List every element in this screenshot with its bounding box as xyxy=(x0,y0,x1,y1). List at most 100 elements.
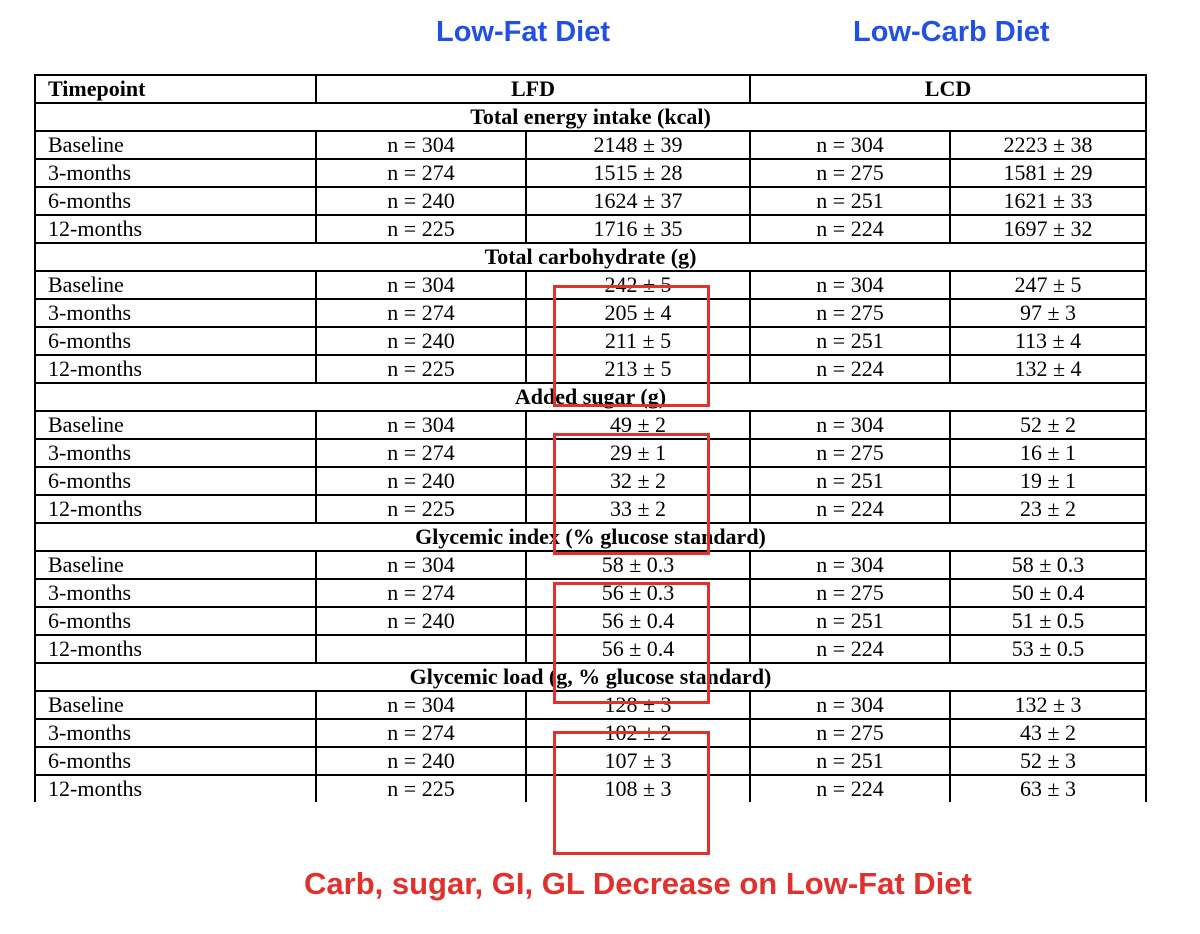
lcd-n-cell: n = 275 xyxy=(749,718,951,748)
lcd-value-cell: 247 ± 5 xyxy=(948,270,1148,300)
lcd-n-cell: n = 251 xyxy=(749,606,951,636)
low-fat-diet-heading: Low-Fat Diet xyxy=(436,16,610,48)
lcd-value-cell: 113 ± 4 xyxy=(948,326,1148,356)
lcd-value-cell: 97 ± 3 xyxy=(948,298,1148,328)
lfd-value-cell: 29 ± 1 xyxy=(525,438,751,468)
lcd-value-cell: 132 ± 3 xyxy=(948,690,1148,720)
lfd-n-cell: n = 240 xyxy=(315,746,527,776)
lfd-n-cell: n = 225 xyxy=(315,494,527,524)
timepoint-cell: 3-months xyxy=(34,438,317,468)
timepoint-cell: 3-months xyxy=(34,578,317,608)
lcd-n-cell: n = 275 xyxy=(749,438,951,468)
timepoint-cell: 3-months xyxy=(34,158,317,188)
low-carb-diet-heading: Low-Carb Diet xyxy=(853,16,1050,48)
lcd-value-cell: 51 ± 0.5 xyxy=(948,606,1148,636)
lfd-n-cell: n = 225 xyxy=(315,354,527,384)
lcd-n-cell: n = 275 xyxy=(749,298,951,328)
lcd-n-cell: n = 304 xyxy=(749,550,951,580)
lfd-n-cell: n = 225 xyxy=(315,214,527,244)
timepoint-cell: Baseline xyxy=(34,550,317,580)
table-row: 3-months n = 274 1515 ± 28 n = 275 1581 ± 29 xyxy=(34,158,1148,188)
timepoint-cell: 6-months xyxy=(34,326,317,356)
lcd-value-cell: 2223 ± 38 xyxy=(948,130,1148,160)
table-row: 6-months n = 240 1624 ± 37 n = 251 1621 ± 33 xyxy=(34,186,1148,216)
section-title: Glycemic load (g, % glucose standard) xyxy=(33,662,1148,692)
lcd-n-cell: n = 275 xyxy=(749,158,951,188)
lfd-n-cell: n = 304 xyxy=(315,690,527,720)
timepoint-cell: 6-months xyxy=(34,606,317,636)
lcd-value-cell: 132 ± 4 xyxy=(948,354,1148,384)
lfd-value-cell: 128 ± 3 xyxy=(525,690,751,720)
timepoint-cell: 3-months xyxy=(34,298,317,328)
lfd-value-cell: 58 ± 0.3 xyxy=(525,550,751,580)
lcd-n-cell: n = 304 xyxy=(749,270,951,300)
section-header-row: Total energy intake (kcal) xyxy=(33,102,1148,132)
lfd-value-cell: 1515 ± 28 xyxy=(525,158,751,188)
section-header-row: Total carbohydrate (g) xyxy=(33,242,1148,272)
lcd-n-cell: n = 275 xyxy=(749,578,951,608)
conclusion-caption: Carb, sugar, GI, GL Decrease on Low-Fat … xyxy=(304,866,972,901)
table-row: Baseline n = 304 2148 ± 39 n = 304 2223 ± 38 xyxy=(34,130,1148,160)
timepoint-cell: 6-months xyxy=(34,186,317,216)
glycemic-load-lfd-highlight-box xyxy=(553,731,710,855)
lfd-value-cell: 1716 ± 35 xyxy=(525,214,751,244)
lcd-value-cell: 19 ± 1 xyxy=(948,466,1148,496)
lfd-value-cell: 107 ± 3 xyxy=(525,746,751,776)
lfd-n-cell: n = 225 xyxy=(315,774,527,802)
timepoint-cell: 12-months xyxy=(34,354,317,384)
lcd-n-cell: n = 224 xyxy=(749,214,951,244)
lfd-n-cell: n = 240 xyxy=(315,326,527,356)
timepoint-cell: 3-months xyxy=(34,718,317,748)
table-row: 12-months 56 ± 0.4 n = 224 53 ± 0.5 xyxy=(34,634,1148,664)
lfd-value-cell: 108 ± 3 xyxy=(525,774,751,802)
section-header-row: Added sugar (g) xyxy=(33,382,1148,412)
lcd-n-cell: n = 304 xyxy=(749,690,951,720)
lfd-value-cell: 205 ± 4 xyxy=(525,298,751,328)
lcd-n-cell: n = 224 xyxy=(749,354,951,384)
timepoint-cell: Baseline xyxy=(34,270,317,300)
lcd-n-cell: n = 251 xyxy=(749,186,951,216)
section-title: Total carbohydrate (g) xyxy=(33,242,1148,272)
section-header-row: Glycemic index (% glucose standard) xyxy=(33,522,1148,552)
lcd-value-cell: 1697 ± 32 xyxy=(948,214,1148,244)
lcd-n-cell: n = 251 xyxy=(749,746,951,776)
lfd-value-cell: 56 ± 0.4 xyxy=(525,606,751,636)
lfd-value-cell: 2148 ± 39 xyxy=(525,130,751,160)
lfd-n-cell: n = 304 xyxy=(315,410,527,440)
carbohydrate-lfd-highlight-box xyxy=(553,285,710,407)
lfd-value-cell: 1624 ± 37 xyxy=(525,186,751,216)
lfd-n-cell: n = 240 xyxy=(315,466,527,496)
timepoint-cell: Baseline xyxy=(34,410,317,440)
lcd-n-cell: n = 224 xyxy=(749,634,951,664)
lfd-n-cell: n = 304 xyxy=(315,270,527,300)
lfd-n-cell: n = 274 xyxy=(315,578,527,608)
lcd-value-cell: 16 ± 1 xyxy=(948,438,1148,468)
lfd-n-cell: n = 240 xyxy=(315,186,527,216)
lcd-value-cell: 53 ± 0.5 xyxy=(948,634,1148,664)
table-header-row: Timepoint LFD LCD xyxy=(34,74,1148,104)
table-row: 6-months n = 240 56 ± 0.4 n = 251 51 ± 0.5 xyxy=(34,606,1148,636)
timepoint-cell: Baseline xyxy=(34,130,317,160)
lfd-value-cell: 32 ± 2 xyxy=(525,466,751,496)
timepoint-cell: 12-months xyxy=(34,774,317,802)
lfd-n-cell: n = 240 xyxy=(315,606,527,636)
lcd-n-cell: n = 224 xyxy=(749,774,951,802)
lcd-value-cell: 43 ± 2 xyxy=(948,718,1148,748)
timepoint-cell: 6-months xyxy=(34,466,317,496)
lcd-value-cell: 1621 ± 33 xyxy=(948,186,1148,216)
lfd-value-cell: 213 ± 5 xyxy=(525,354,751,384)
lcd-n-cell: n = 304 xyxy=(749,410,951,440)
lfd-value-cell: 211 ± 5 xyxy=(525,326,751,356)
lfd-n-cell: n = 274 xyxy=(315,298,527,328)
diet-comparison-table: Timepoint LFD LCD Total energy intake (k… xyxy=(33,74,1148,802)
lcd-n-cell: n = 251 xyxy=(749,326,951,356)
added-sugar-lfd-highlight-box xyxy=(553,433,710,555)
